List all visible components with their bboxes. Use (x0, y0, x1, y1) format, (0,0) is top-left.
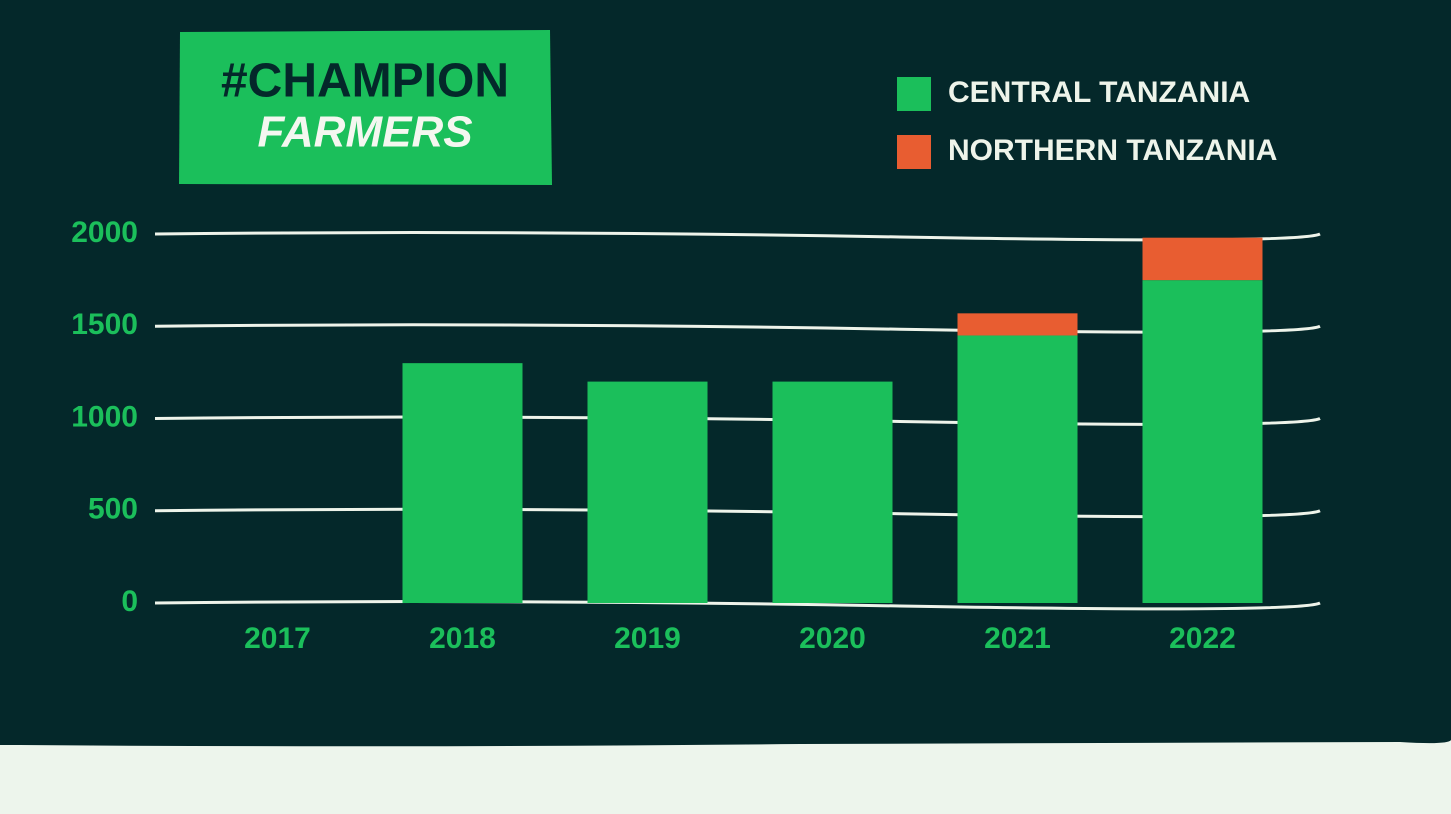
bar-segment (402, 363, 523, 603)
panel (0, 0, 1451, 747)
bar-segment (1142, 237, 1263, 281)
logo-box (179, 30, 552, 185)
x-tick-label: 2020 (799, 622, 866, 655)
y-tick-label: 1500 (71, 308, 138, 341)
bar-segment (957, 335, 1078, 603)
y-tick-label: 0 (121, 585, 138, 618)
grid-line (154, 600, 1321, 611)
x-tick-label: 2019 (614, 622, 681, 655)
bar-segment (587, 381, 708, 603)
legend-swatch (897, 135, 931, 169)
logo-line1: #CHAMPION (221, 55, 509, 108)
bar-segment (772, 381, 893, 603)
legend-label: NORTHERN TANZANIA (948, 134, 1277, 167)
y-tick-label: 1000 (71, 400, 138, 433)
x-tick-label: 2021 (984, 622, 1051, 655)
bar-segment (957, 313, 1078, 336)
legend-label: CENTRAL TANZANIA (948, 76, 1250, 109)
bar-segment (1142, 280, 1263, 603)
x-tick-label: 2022 (1169, 622, 1236, 655)
x-tick-label: 2017 (244, 622, 311, 655)
x-tick-label: 2018 (429, 622, 496, 655)
legend-swatch (897, 77, 931, 111)
y-tick-label: 2000 (71, 216, 138, 249)
y-tick-label: 500 (88, 493, 138, 526)
logo-line2: FARMERS (257, 108, 472, 157)
